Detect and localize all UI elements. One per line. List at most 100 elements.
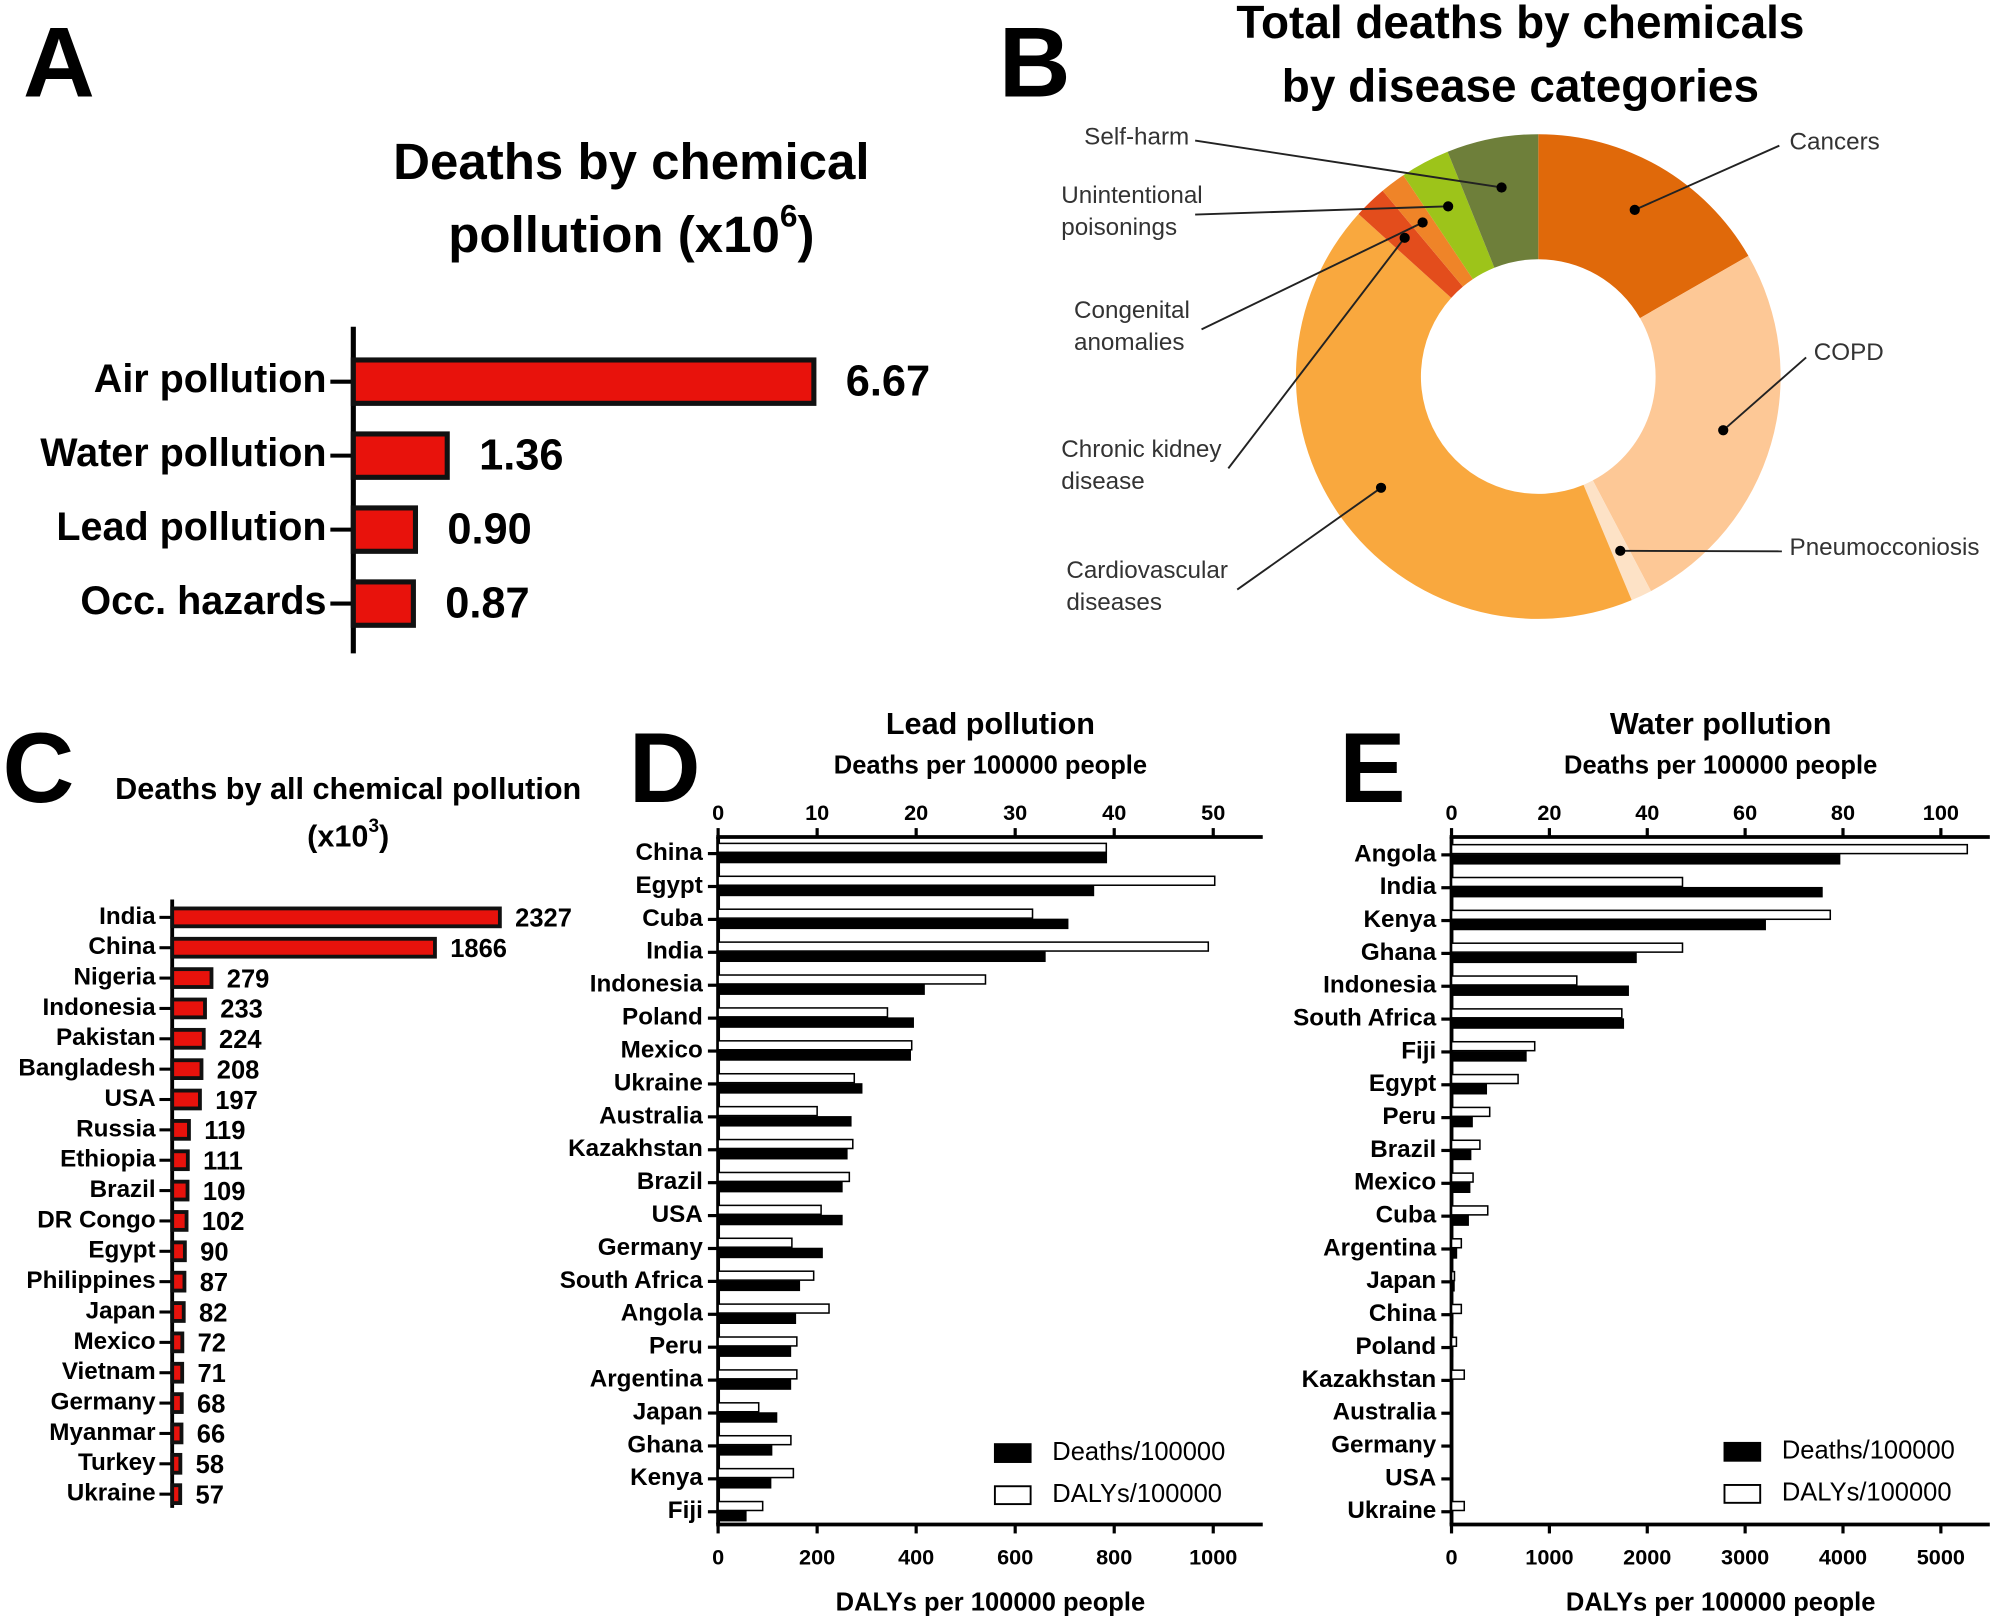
bar	[1450, 1008, 1623, 1019]
category-label: Indonesia	[43, 994, 157, 1021]
category-label: Mexico	[1354, 1169, 1436, 1196]
leader-dot	[1417, 217, 1428, 228]
donut-slice	[1295, 214, 1632, 619]
bar	[717, 1445, 773, 1456]
title-text: pollution (x10	[448, 206, 780, 263]
category-label: Argentina	[1323, 1234, 1437, 1261]
chart-title: Water pollution	[1610, 707, 1832, 741]
bar	[717, 918, 1069, 930]
x-tick-label: 20	[904, 800, 928, 825]
category-label: Poland	[622, 1004, 703, 1031]
category-label: Air pollution	[94, 357, 327, 401]
panel-letter: B	[999, 8, 1071, 119]
category-label: Pakistan	[56, 1024, 156, 1051]
x2-tick-label: 4000	[1819, 1545, 1867, 1570]
value-label: 72	[198, 1330, 226, 1358]
bar	[717, 1214, 843, 1226]
category-label: Japan	[633, 1398, 703, 1425]
slice-label-box: Congenital anomalies	[1074, 297, 1190, 355]
panel-letter: C	[3, 713, 75, 824]
category-label: Brazil	[90, 1176, 156, 1203]
x-tick-label: 30	[1003, 800, 1027, 825]
bar	[717, 1138, 854, 1150]
panel-letter: A	[23, 8, 95, 119]
bar	[350, 579, 416, 628]
value-label: 1.36	[479, 432, 563, 480]
slice-label-box: Unintentional poisonings	[1061, 183, 1202, 241]
leader-dot	[1615, 545, 1626, 556]
category-label: Japan	[86, 1297, 156, 1324]
category-label: Ukraine	[1347, 1497, 1436, 1524]
donut-slice	[1583, 480, 1651, 601]
value-label: 0.87	[445, 580, 529, 628]
x-tick-label: 20	[1537, 800, 1561, 825]
category-label: Fiji	[668, 1497, 703, 1524]
legend-label: Deaths/100000	[1782, 1437, 1955, 1465]
bar	[1450, 975, 1578, 986]
bar	[170, 1331, 185, 1354]
slice-label: Cancers	[1789, 129, 1880, 156]
x2-tick-label: 0	[712, 1545, 724, 1570]
x2-tick-label: 3000	[1721, 1545, 1769, 1570]
bar	[1450, 1018, 1625, 1029]
bar	[717, 1434, 792, 1446]
bar	[170, 1058, 204, 1080]
category-label: India	[646, 938, 703, 965]
bar	[717, 1336, 798, 1347]
value-label: 57	[196, 1481, 224, 1509]
bar	[170, 1452, 183, 1475]
bar	[1450, 909, 1832, 921]
slice-label-box: Cancers	[1789, 129, 1880, 156]
bar	[717, 1379, 792, 1390]
chart-title: by disease categories	[1282, 60, 1759, 112]
category-label: Peru	[1382, 1103, 1436, 1130]
x-tick-label: 50	[1201, 800, 1225, 825]
leader-line	[1634, 144, 1780, 211]
bar	[717, 842, 1108, 854]
bar	[1450, 1500, 1466, 1512]
bar	[717, 1237, 793, 1248]
bar	[170, 1088, 202, 1111]
bar	[170, 1392, 184, 1414]
category-label: Peru	[649, 1333, 703, 1360]
x-tick-label: 60	[1733, 800, 1757, 825]
panel-letter: E	[1339, 713, 1405, 824]
category-label: Ghana	[627, 1431, 703, 1458]
leader-dot	[1443, 201, 1454, 212]
leader-dot	[1629, 204, 1640, 215]
title-suffix: )	[797, 206, 814, 263]
x-tick-label: 40	[1635, 800, 1659, 825]
value-label: 66	[197, 1421, 225, 1449]
chart-title: pollution (x106)	[448, 198, 814, 264]
category-label: Argentina	[590, 1366, 704, 1393]
bar	[1450, 843, 1969, 855]
value-label: 111	[203, 1148, 243, 1176]
bar	[717, 1105, 818, 1117]
value-label: 279	[227, 965, 270, 993]
bar	[717, 1007, 889, 1018]
bar	[1450, 1336, 1458, 1348]
category-label: Angola	[1354, 840, 1437, 867]
bar	[170, 936, 437, 959]
legend-swatch	[1723, 1484, 1762, 1504]
donut-slice	[1403, 151, 1495, 280]
bar	[170, 1149, 190, 1172]
bar	[350, 431, 450, 480]
category-label: Nigeria	[74, 963, 157, 990]
bar	[1450, 1172, 1474, 1183]
bar	[717, 984, 925, 995]
category-label: India	[99, 903, 156, 930]
bar	[1450, 1116, 1473, 1128]
title-text: Deaths by all chemical pollution	[115, 772, 581, 806]
value-label: 224	[219, 1026, 262, 1054]
value-label: 2327	[515, 905, 572, 933]
value-label: 233	[220, 996, 263, 1024]
bar	[717, 1017, 914, 1028]
value-label: 68	[197, 1390, 225, 1418]
bar	[717, 1072, 856, 1084]
value-label: 6.67	[846, 358, 930, 406]
bar	[1450, 1182, 1471, 1194]
x-tick-label: 10	[805, 800, 829, 825]
bar	[170, 997, 207, 1020]
bar	[1450, 1303, 1463, 1315]
